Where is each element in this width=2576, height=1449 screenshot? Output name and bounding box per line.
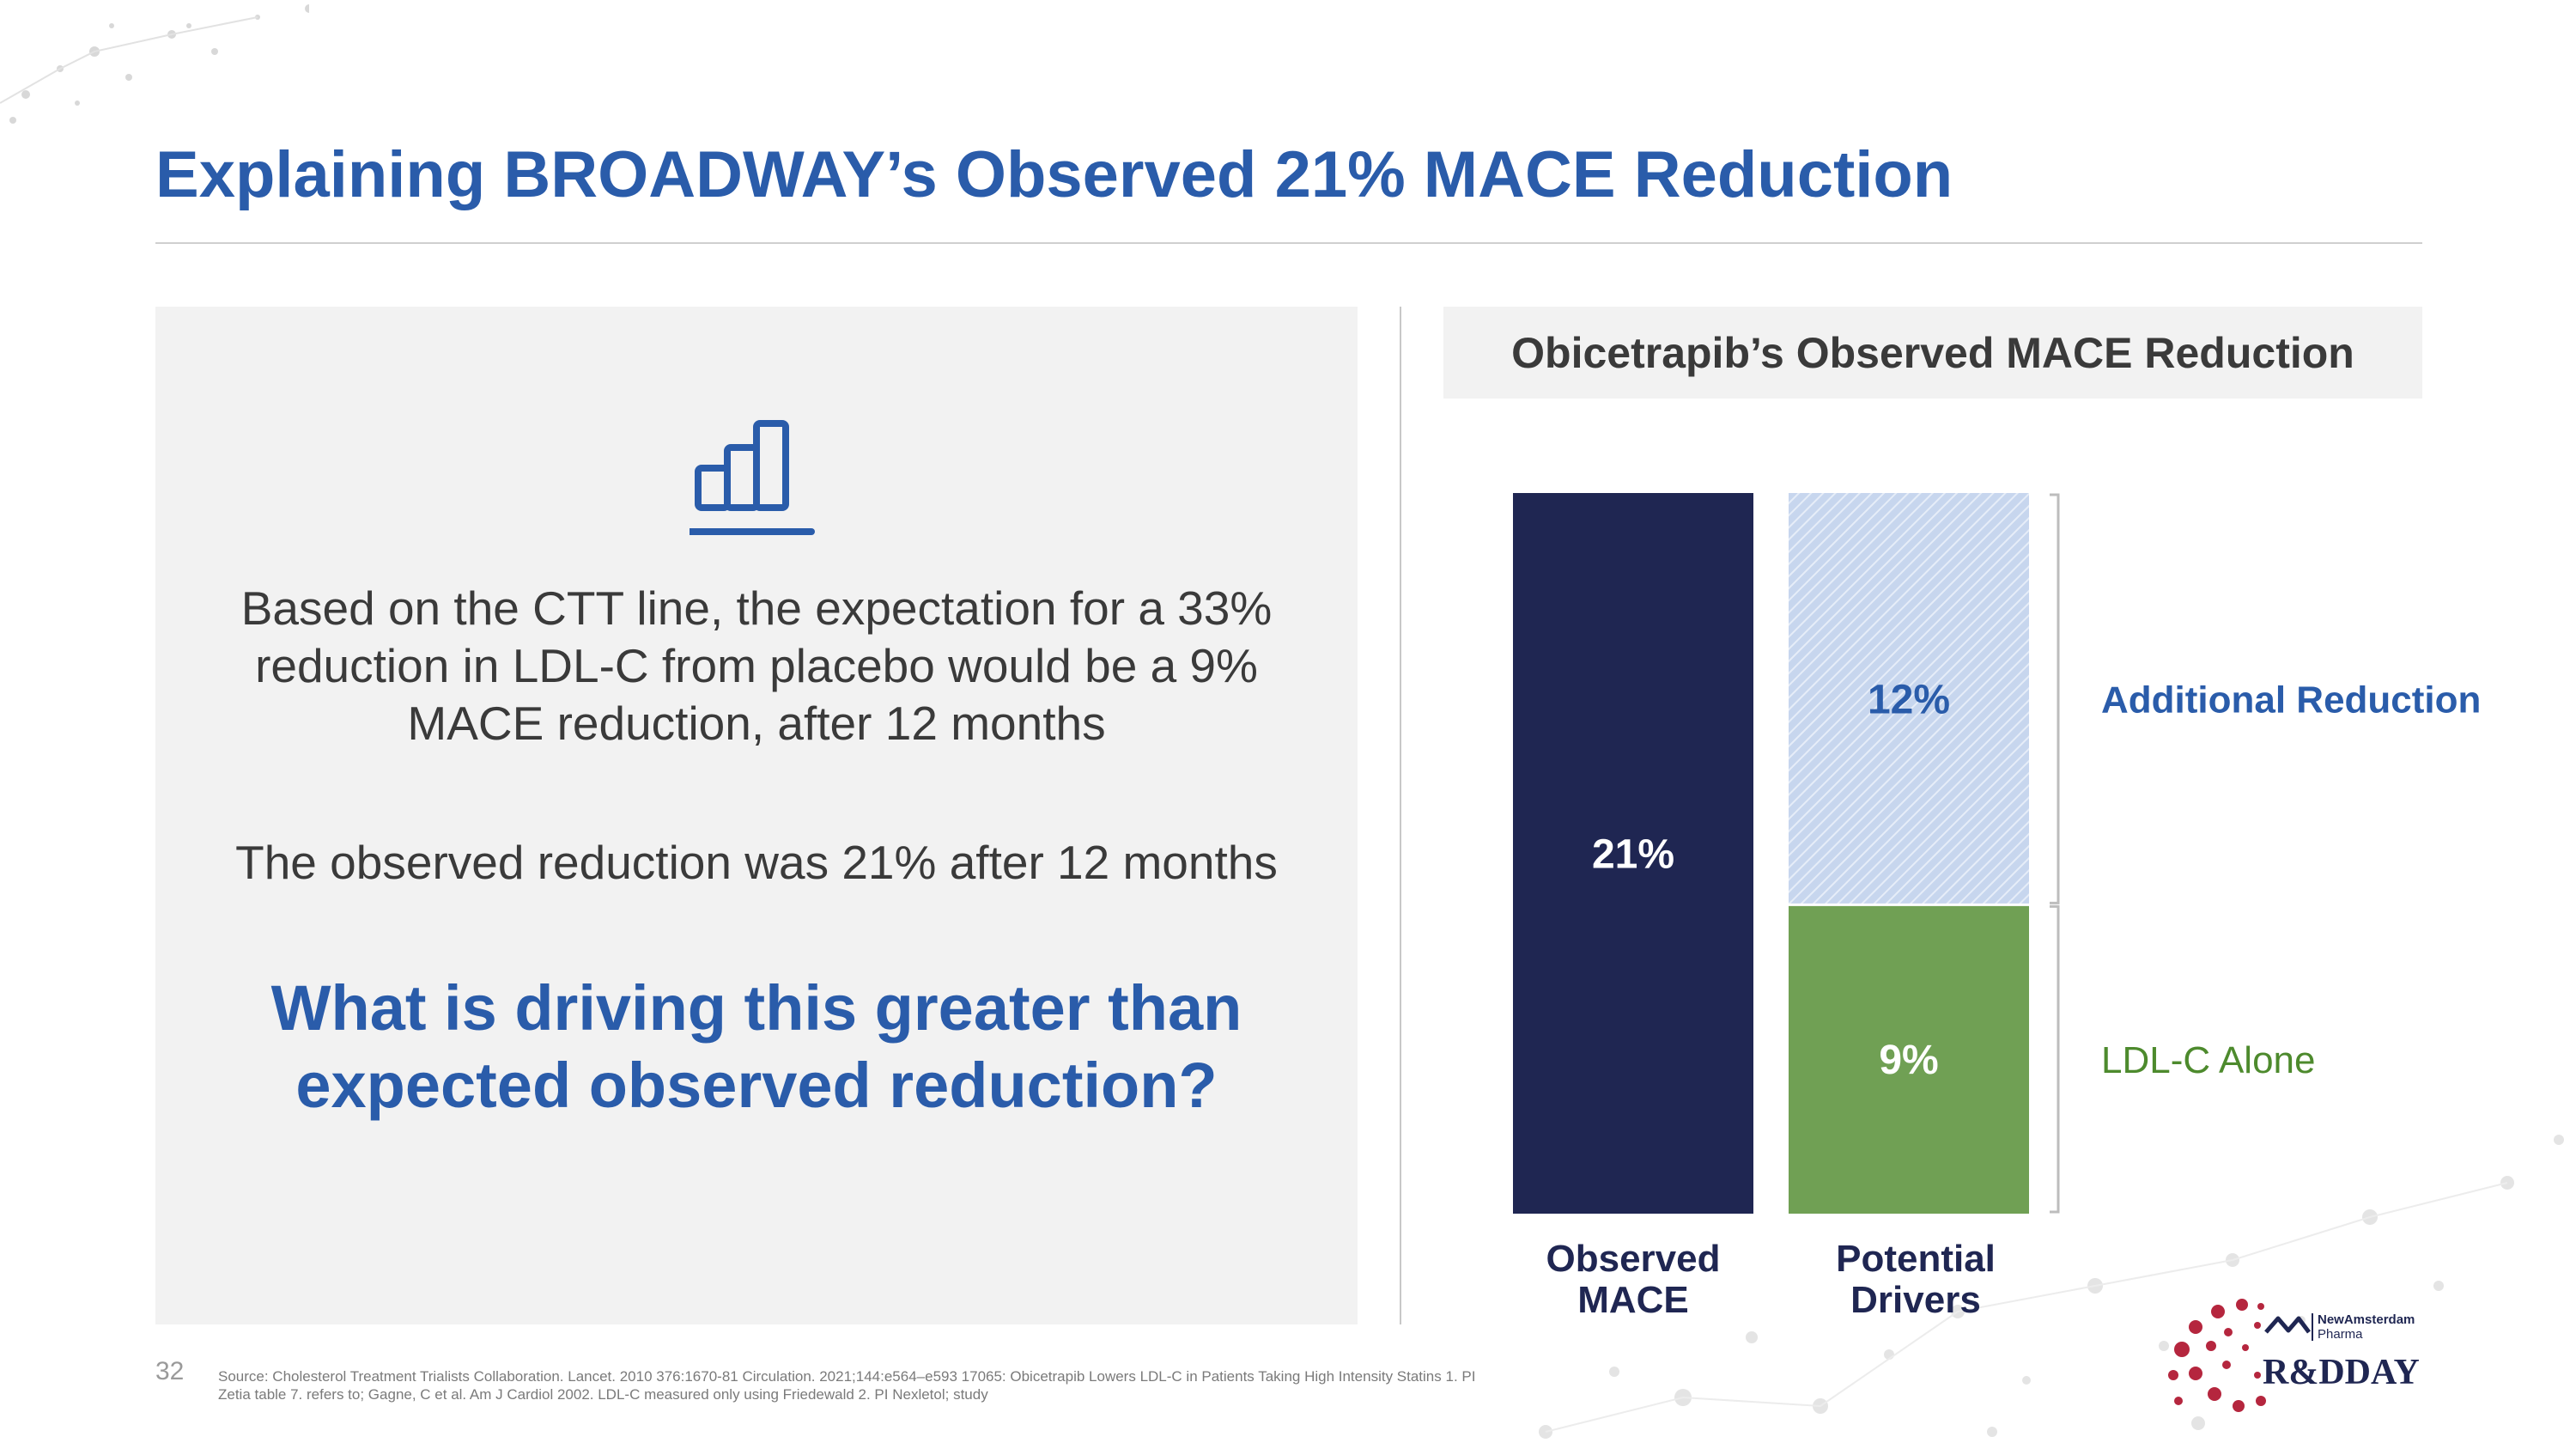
- data-label-ldl-c-alone: 9%: [1879, 1038, 1938, 1083]
- decorative-dots-top-left: [0, 4, 309, 124]
- key-question: What is driving this greater than expect…: [270, 972, 1242, 1121]
- bar-ldl-c-alone: [1789, 904, 2029, 1214]
- bracket-additional-reduction: [2050, 493, 2060, 904]
- page-title: Explaining BROADWAY’s Observed 21% MACE …: [155, 138, 1953, 211]
- data-label-observed-mace: 21%: [1592, 832, 1674, 878]
- source-footnote: Source: Cholesterol Treatment Trialists …: [218, 1368, 1476, 1403]
- page-number: 32: [155, 1357, 185, 1385]
- decorative-dots-bottom-right: [1539, 1135, 2564, 1439]
- data-label-additional-reduction: 12%: [1868, 678, 1950, 723]
- annotation-ldl-c-alone: LDL-C Alone: [2101, 1039, 2315, 1081]
- category-label-observed-mace: Observed: [1546, 1238, 1721, 1280]
- logo-company-line2: Pharma: [2318, 1327, 2363, 1342]
- ctt-expectation-text: Based on the CTT line, the expectation f…: [240, 581, 1273, 750]
- category-label-observed-mace: MACE: [1577, 1279, 1689, 1321]
- category-label-potential-drivers: Potential: [1836, 1238, 1996, 1280]
- chart-title: Obicetrapib’s Observed MACE Reduction: [1443, 307, 2422, 399]
- bar-observed-mace: [1513, 493, 1753, 1214]
- newamsterdam-rd-day-logo: NewAmsterdam Pharma R&DDAY: [2168, 1299, 2420, 1412]
- title-divider: [155, 242, 2422, 244]
- annotation-additional-reduction: Additional Reduction: [2101, 679, 2481, 721]
- logo-event-name: R&DDAY: [2263, 1353, 2420, 1392]
- observed-reduction-text: The observed reduction was 21% after 12 …: [235, 836, 1278, 889]
- bracket-ldl-c-alone: [2050, 904, 2060, 1214]
- vertical-divider: [1400, 307, 1401, 1324]
- bar-chart-icon: [690, 420, 815, 535]
- category-label-potential-drivers: Drivers: [1850, 1279, 1981, 1321]
- explanation-panel: Based on the CTT line, the expectation f…: [155, 307, 1358, 1324]
- bar-additional-reduction: [1789, 493, 2029, 905]
- logo-company-line1: NewAmsterdam: [2318, 1312, 2415, 1327]
